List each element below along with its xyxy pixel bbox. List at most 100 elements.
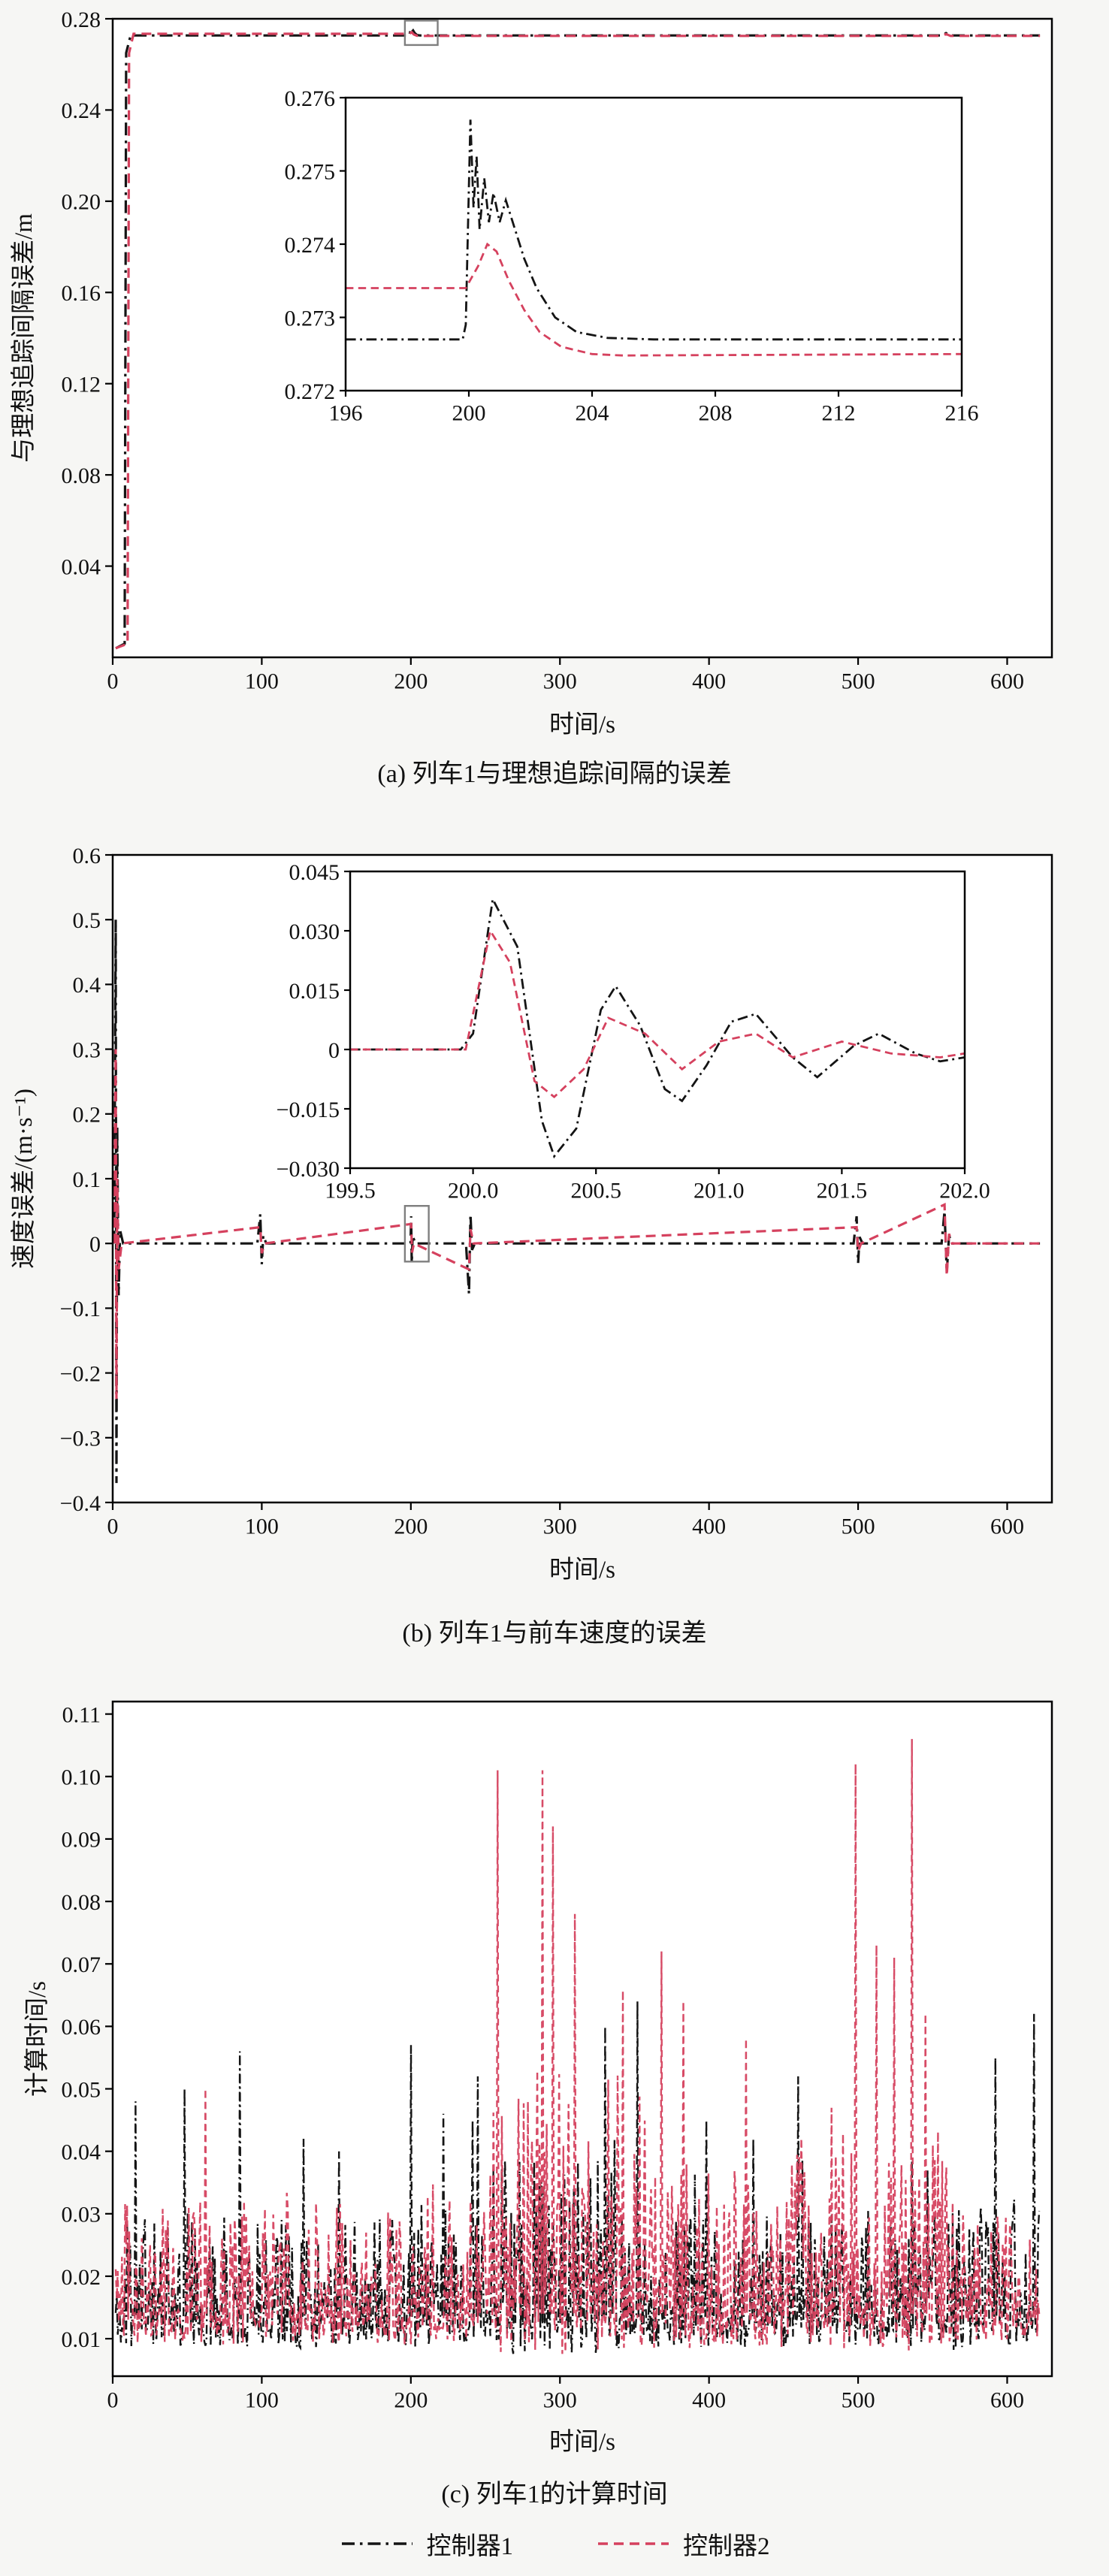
y-tick-label: −0.2: [60, 1361, 101, 1386]
y-tick-label: 0.20: [62, 190, 101, 215]
x-tick-label: 212: [822, 401, 856, 426]
y-tick-label: 0.10: [62, 1765, 101, 1790]
series-controller1: [115, 24, 1041, 650]
x-tick-label: 400: [692, 2388, 726, 2413]
x-tick-label: 200.0: [448, 1179, 499, 1203]
x-tick-label: 100: [245, 1514, 279, 1539]
series-controller2: [113, 1049, 1041, 1400]
y-tick-label: 0.01: [62, 2327, 101, 2352]
zoom-highlight-box: [403, 1205, 430, 1263]
x-tick-label: 500: [842, 2388, 875, 2413]
x-tick-label: 0: [107, 1514, 119, 1539]
x-tick-label: 196: [329, 401, 363, 426]
y-tick-label: 0.02: [62, 2265, 101, 2290]
zoom-highlight-box: [403, 20, 439, 47]
x-tick-label: 600: [990, 1514, 1024, 1539]
series-controller2: [115, 30, 1041, 650]
x-tick-label: 300: [543, 669, 577, 694]
y-tick-label: −0.4: [60, 1491, 101, 1516]
x-tick-label: 500: [842, 1514, 875, 1539]
y-tick-label: 0.12: [62, 373, 101, 397]
y-tick-label: 0.275: [285, 159, 336, 184]
y-tick-label: 0.272: [285, 379, 336, 404]
series-controller2-inset: [350, 928, 965, 1099]
series-controller1: [114, 2001, 1041, 2354]
axes-box: [111, 17, 1053, 659]
axes-box: [349, 870, 966, 1170]
y-tick-label: 0.045: [289, 860, 340, 885]
y-tick-label: 0.11: [62, 1702, 101, 1727]
y-tick-label: −0.1: [60, 1297, 101, 1321]
legend-item-controller1: 控制器1: [340, 2526, 514, 2562]
x-tick-label: 600: [990, 2388, 1024, 2413]
x-tick-label: 200: [394, 1514, 428, 1539]
y-tick-label: 0.3: [73, 1037, 101, 1062]
y-tick-label: 0: [328, 1038, 340, 1063]
y-tick-label: 0.015: [289, 979, 340, 1004]
y-axis-title: 计算时间/s: [23, 1981, 51, 2097]
legend-label-controller2: 控制器2: [683, 2533, 770, 2560]
x-tick-label: 208: [699, 401, 733, 426]
y-tick-label: 0.07: [62, 1952, 101, 1977]
y-axis-title: 速度误差/(m·s⁻¹): [10, 1089, 38, 1269]
y-tick-label: 0.5: [73, 908, 101, 933]
y-tick-label: 0.273: [285, 306, 336, 331]
caption-c: (c) 列车1的计算时间: [441, 2481, 668, 2508]
caption-a: (a) 列车1与理想追踪间隔的误差: [377, 760, 732, 788]
x-tick-label: 500: [842, 669, 875, 694]
chart-b-speed-error: 0 100 200 300 400 500 6000.60.50.40.30.20.10−0…: [10, 844, 1053, 1584]
y-tick-label: −0.015: [276, 1098, 340, 1122]
x-tick-label: 300: [543, 2388, 577, 2413]
y-tick-label: 0.08: [62, 464, 101, 488]
y-tick-label: −0.3: [60, 1427, 101, 1451]
x-tick-label: 400: [692, 669, 726, 694]
x-tick-label: 600: [990, 669, 1024, 694]
y-tick-label: 0.6: [73, 844, 101, 868]
y-tick-label: 0.276: [285, 86, 336, 111]
y-tick-label: 0.16: [62, 281, 101, 306]
legend-item-controller2: 控制器2: [596, 2526, 770, 2562]
x-tick-label: 201.0: [694, 1179, 745, 1203]
x-tick-label: 200: [394, 2388, 428, 2413]
y-axis-title: 与理想追踪间隔误差/m: [10, 213, 38, 463]
y-tick-label: 0.28: [62, 8, 101, 32]
series-controller2-inset: [346, 242, 962, 357]
series-controller1-inset: [350, 895, 965, 1159]
x-tick-label: 0: [107, 669, 119, 694]
x-axis-title: 时间/s: [549, 1557, 615, 1584]
x-tick-label: 199.5: [325, 1179, 376, 1203]
axes-box: [111, 1700, 1053, 2378]
legend-label-controller1: 控制器1: [426, 2533, 514, 2560]
y-tick-label: 0.05: [62, 2077, 101, 2102]
x-tick-label: 100: [245, 669, 279, 694]
x-tick-label: 201.5: [817, 1179, 868, 1203]
x-axis-title: 时间/s: [549, 2429, 615, 2455]
panel-a-tracking-gap-error: 0 100 200 300 400 500 600 0.04 0.08 0.12 0.16 0.20 0…: [0, 0, 1109, 834]
caption-b: (b) 列车1与前车速度的误差: [402, 1620, 707, 1647]
x-tick-label: 216: [945, 401, 979, 426]
y-tick-label: 0.1: [73, 1167, 101, 1192]
y-tick-label: 0.09: [62, 1828, 101, 1853]
chart-a-tracking-gap-error: 0 100 200 300 400 500 600 0.04 0.08 0.12 0.16 0.20 0…: [10, 8, 1053, 738]
controller1-dashdot-line-sample: [341, 2542, 412, 2545]
panel-c-computation-time: 0 100 200 300 400 500 600 0.01 0.02 0.03 0.04 0.05 0…: [0, 1690, 1109, 2524]
chart-c-computation-time: 0 100 200 300 400 500 600 0.01 0.02 0.03 0.04 0.05 0…: [23, 1700, 1053, 2455]
controller2-dashed-line-sample: [598, 2542, 669, 2545]
x-tick-label: 0: [107, 2388, 119, 2413]
legend: 控制器1 控制器2: [0, 2526, 1109, 2562]
y-tick-label: 0.04: [62, 554, 101, 579]
x-tick-label: 202.0: [939, 1179, 990, 1203]
y-tick-label: −0.030: [276, 1157, 340, 1182]
x-tick-label: 300: [543, 1514, 577, 1539]
series-controller1-inset: [346, 119, 962, 341]
x-tick-label: 200: [452, 401, 486, 426]
y-tick-label: 0.24: [62, 98, 101, 123]
y-tick-label: 0.030: [289, 920, 340, 944]
y-tick-label: 0.08: [62, 1890, 101, 1915]
x-tick-label: 400: [692, 1514, 726, 1539]
y-tick-label: 0: [89, 1232, 101, 1257]
x-tick-label: 200.5: [570, 1179, 621, 1203]
x-tick-label: 200: [394, 669, 428, 694]
x-axis-title: 时间/s: [549, 711, 615, 738]
